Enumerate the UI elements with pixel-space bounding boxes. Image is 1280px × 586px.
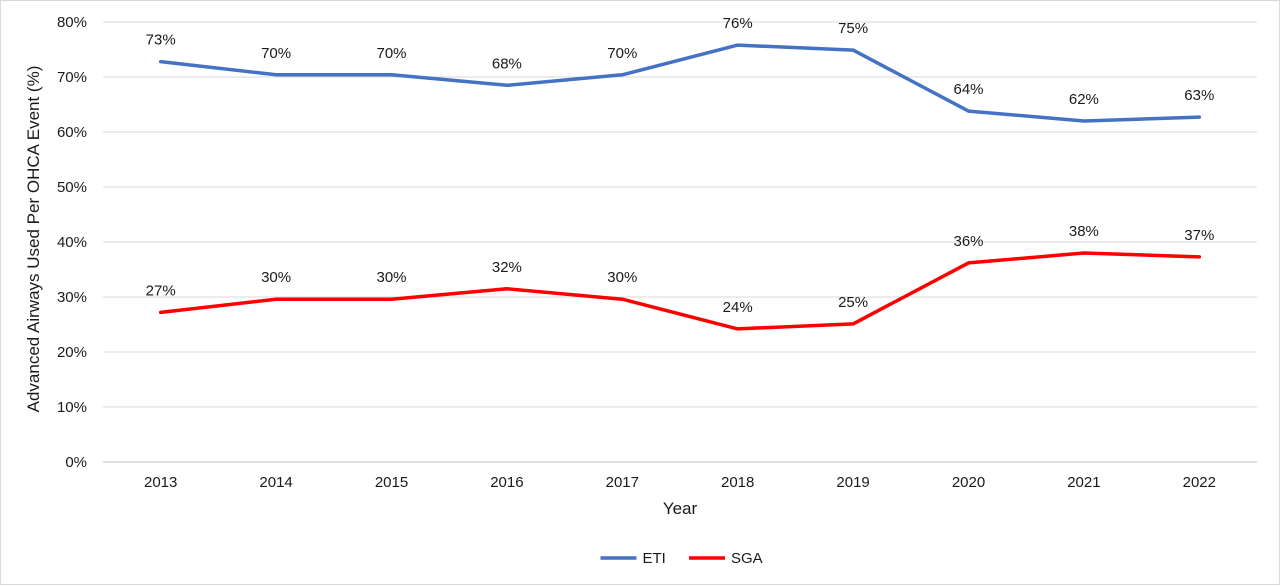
x-tick-label: 2020: [952, 474, 985, 491]
data-label-eti: 70%: [261, 45, 291, 62]
data-point-eti: [736, 43, 740, 47]
data-label-eti: 70%: [607, 45, 637, 62]
data-label-eti: 70%: [376, 45, 406, 62]
data-label-eti: 62%: [1069, 91, 1099, 108]
data-label-eti: 64%: [953, 81, 983, 98]
data-label-eti: 76%: [723, 15, 753, 32]
data-point-sga: [390, 297, 393, 301]
series-line-sga: [158, 251, 1202, 331]
x-tick-label: 2018: [721, 474, 754, 491]
x-tick-label: 2014: [259, 474, 292, 491]
data-label-sga: 32%: [492, 259, 522, 276]
legend-label-eti: ETI: [643, 550, 666, 567]
x-axis-title: Year: [663, 499, 698, 518]
data-point-eti: [390, 73, 393, 77]
data-label-eti: 73%: [146, 32, 176, 49]
data-point-sga: [274, 297, 278, 301]
data-point-sga: [505, 287, 509, 291]
y-tick-label: 0%: [65, 454, 87, 471]
data-label-eti: 63%: [1184, 87, 1214, 104]
y-tick-label: 30%: [57, 289, 87, 306]
y-axis-title: Advanced Airways Used Per OHCA Event (%): [24, 66, 43, 413]
series-line-eti: [158, 43, 1202, 123]
data-point-sga: [1082, 251, 1086, 255]
y-axis-ticks: 0% 10% 20% 30% 40% 50% 60% 70% 80%: [57, 14, 87, 471]
legend: ETI SGA: [600, 550, 763, 567]
y-tick-label: 60%: [57, 124, 87, 141]
data-point-eti: [1082, 119, 1086, 123]
y-tick-label: 20%: [57, 344, 87, 361]
y-tick-label: 10%: [57, 399, 87, 416]
y-tick-label: 50%: [57, 179, 87, 196]
x-tick-label: 2019: [836, 474, 869, 491]
data-label-sga: 37%: [1184, 227, 1214, 244]
data-point-sga: [851, 322, 855, 326]
data-labels: 73% 70% 70% 68% 70% 76% 75% 64% 62% 63% 27% 30% 30% 3…: [146, 15, 1215, 316]
data-point-sga: [159, 310, 163, 314]
y-tick-label: 70%: [57, 69, 87, 86]
data-point-eti: [851, 48, 855, 52]
data-point-eti: [967, 109, 970, 113]
data-point-eti: [159, 60, 163, 64]
x-tick-label: 2016: [490, 474, 523, 491]
data-point-eti: [274, 73, 278, 77]
data-point-eti: [620, 73, 624, 77]
data-label-sga: 38%: [1069, 223, 1099, 240]
x-tick-label: 2022: [1183, 474, 1216, 491]
legend-label-sga: SGA: [731, 550, 763, 567]
data-point-eti: [505, 83, 509, 87]
data-point-sga: [967, 261, 970, 265]
x-tick-label: 2021: [1067, 474, 1100, 491]
data-label-sga: 27%: [146, 282, 176, 299]
data-label-sga: 36%: [953, 233, 983, 250]
gridlines: [103, 21, 1257, 463]
data-label-sga: 30%: [261, 269, 291, 286]
y-tick-label: 40%: [57, 234, 87, 251]
x-tick-label: 2013: [144, 474, 177, 491]
x-tick-label: 2015: [375, 474, 408, 491]
series-lines: [158, 43, 1202, 331]
x-tick-label: 2017: [606, 474, 639, 491]
data-point-sga: [620, 297, 624, 301]
data-label-sga: 24%: [723, 299, 753, 316]
data-point-sga: [736, 327, 740, 331]
data-label-sga: 30%: [607, 269, 637, 286]
data-label-sga: 30%: [376, 269, 406, 286]
x-axis-ticks: 2013 2014 2015 2016 2017 2018 2019 2020 2021 2022: [144, 474, 1216, 491]
data-label-eti: 68%: [492, 55, 522, 72]
data-label-eti: 75%: [838, 20, 868, 37]
y-tick-label: 80%: [57, 14, 87, 31]
data-point-eti: [1197, 115, 1201, 119]
data-label-sga: 25%: [838, 294, 868, 311]
data-point-sga: [1197, 255, 1201, 259]
